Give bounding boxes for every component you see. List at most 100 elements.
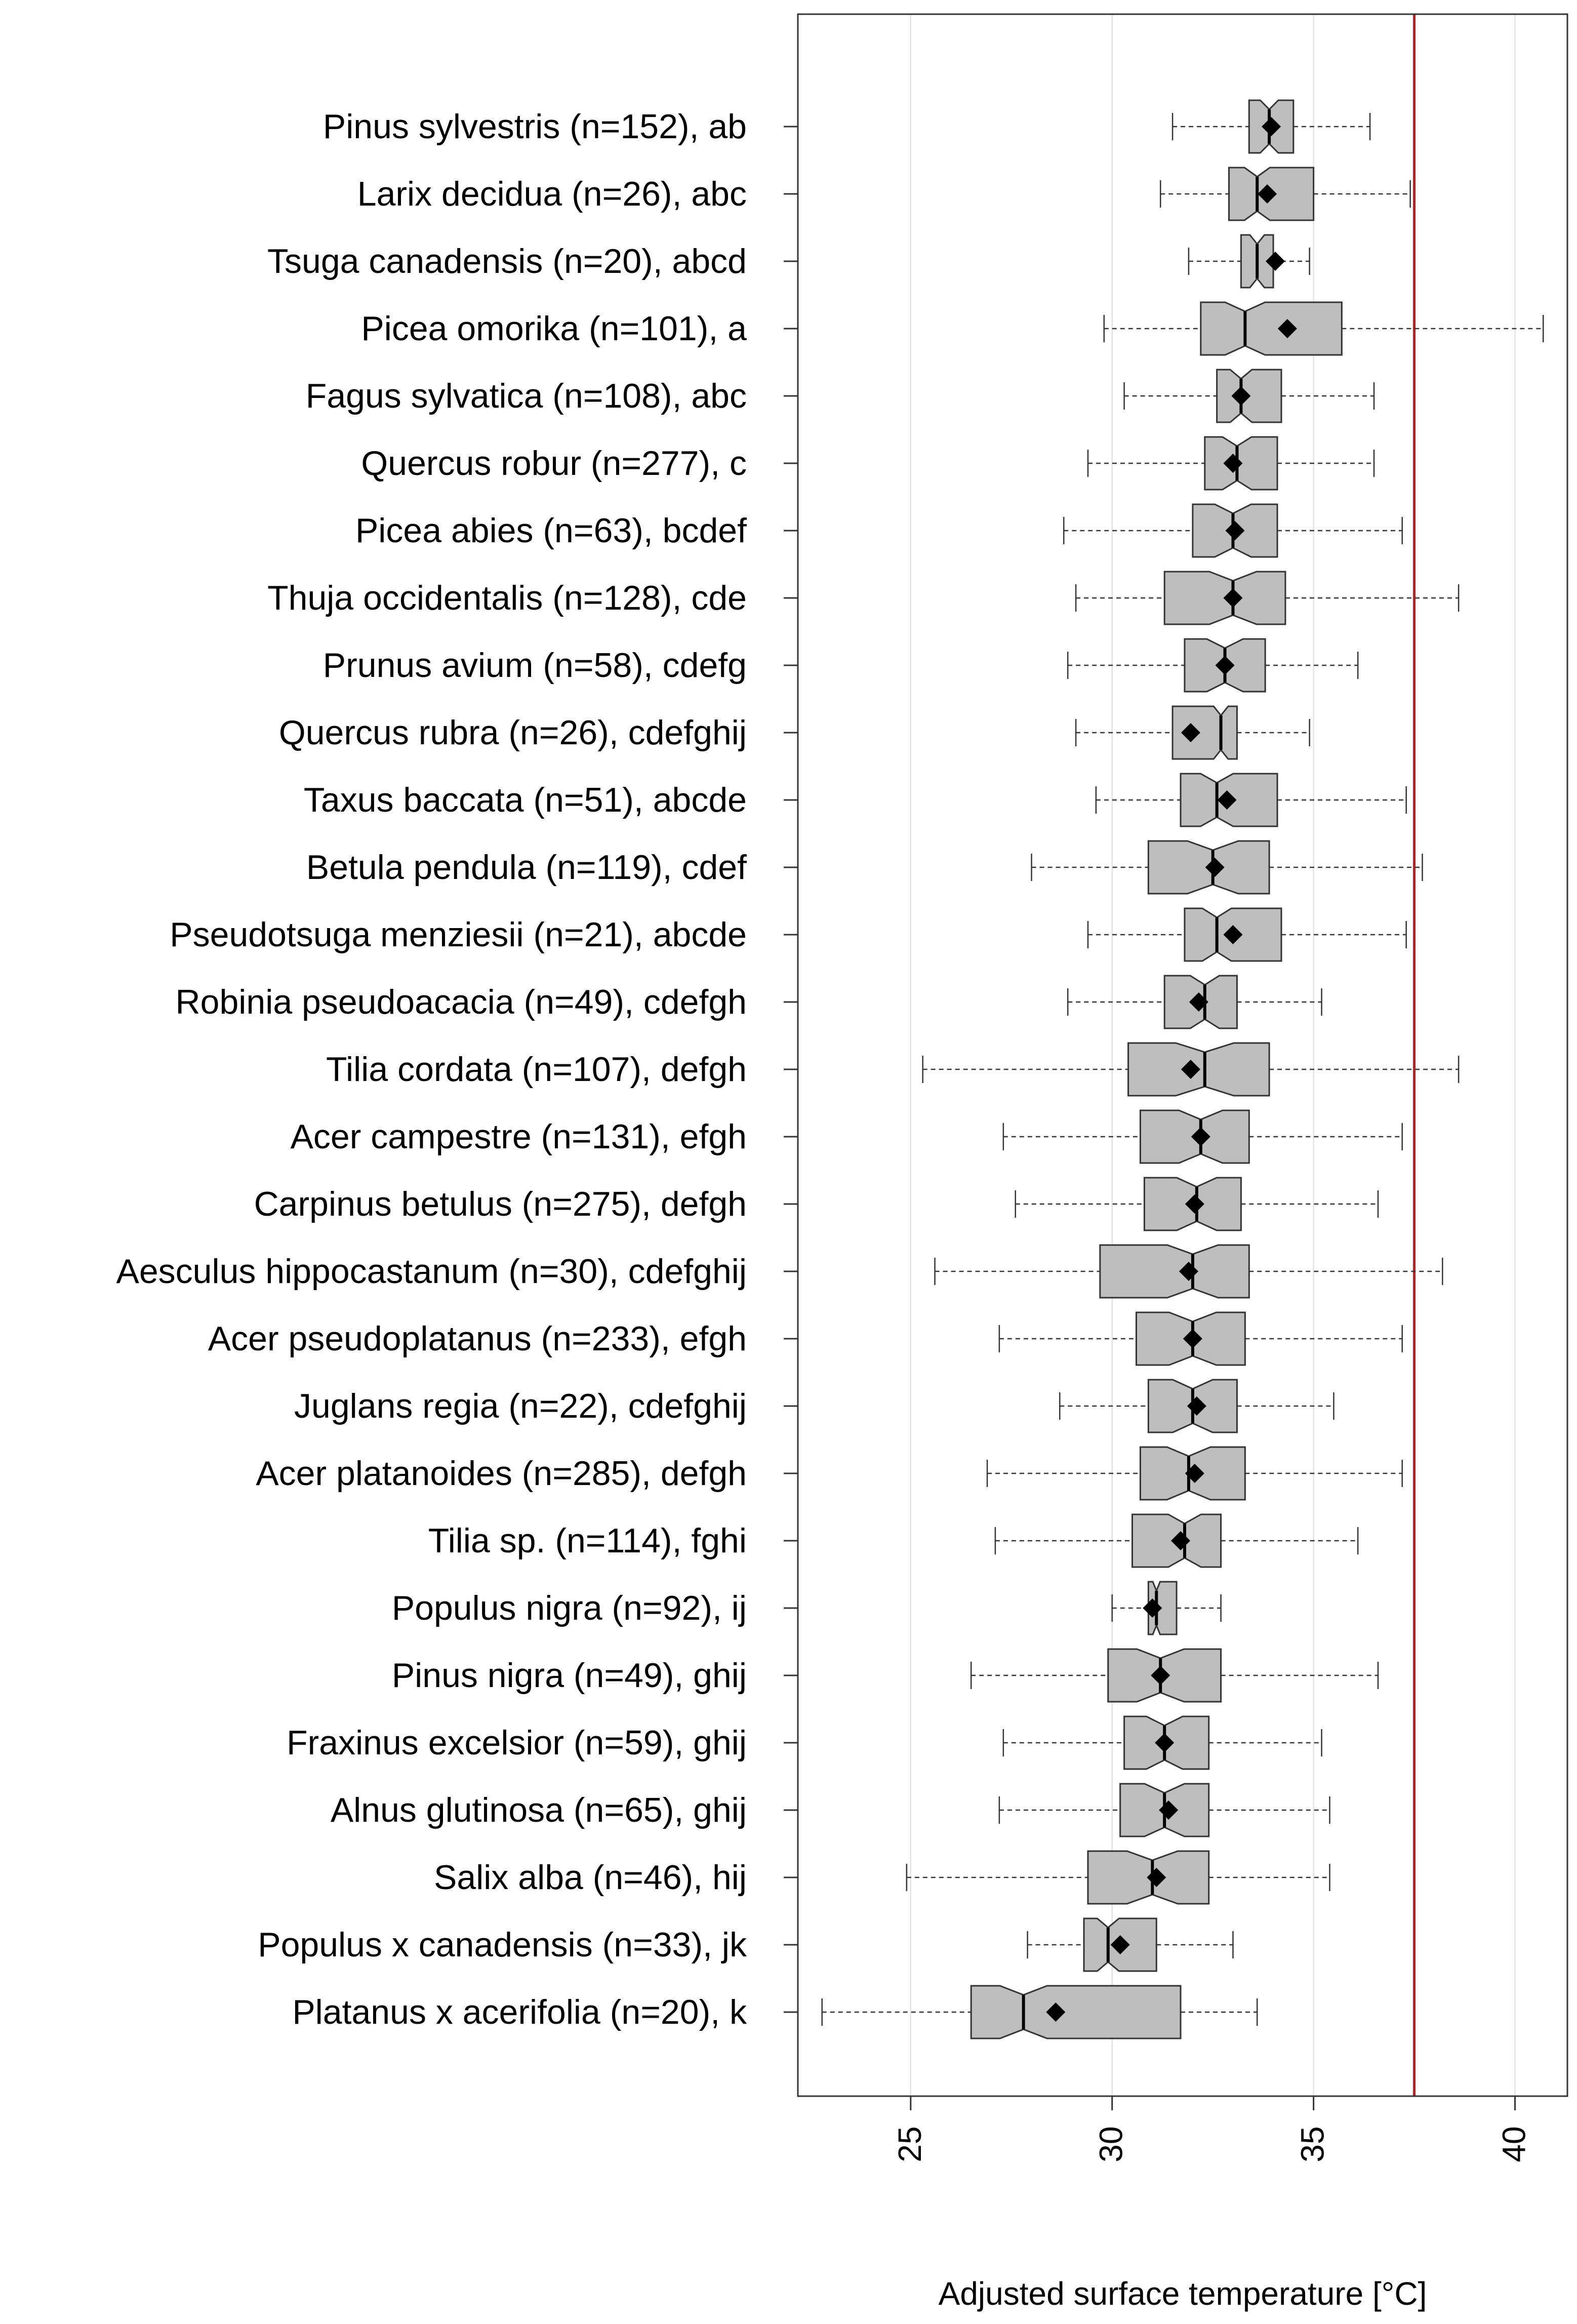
box-group	[1002, 1715, 1322, 1770]
mean-marker	[1151, 1666, 1170, 1685]
box-group	[1075, 571, 1460, 625]
category-label: Fraxinus excelsior (n=59), ghij	[287, 1724, 747, 1762]
mean-marker	[1147, 1868, 1166, 1887]
category-label: Quercus robur (n=277), c	[361, 444, 747, 483]
box-group	[998, 1311, 1403, 1366]
x-tick-label: 30	[1093, 2126, 1129, 2162]
box-group	[1015, 1177, 1379, 1231]
notched-box	[1099, 1244, 1250, 1299]
category-label: Fagus sylvatica (n=108), abc	[306, 377, 747, 415]
category-label: Populus x canadensis (n=33), jk	[258, 1926, 747, 1964]
mean-marker	[1217, 790, 1237, 810]
mean-marker	[1183, 1329, 1202, 1348]
x-axis-ticks: 25 30 35 40	[892, 2096, 1532, 2162]
category-label: Carpinus betulus (n=275), defgh	[254, 1185, 747, 1223]
category-label: Aesculus hippocastanum (n=30), cdefghij	[116, 1252, 747, 1291]
mean-marker	[1225, 521, 1245, 540]
category-labels: Pinus sylvestris (n=152), ab Larix decidu…	[116, 107, 798, 2031]
mean-marker	[1191, 1127, 1210, 1146]
mean-marker	[1223, 454, 1243, 473]
category-label: Picea omorika (n=101), a	[361, 309, 747, 348]
box-group	[1103, 301, 1544, 356]
box-group	[1063, 503, 1403, 558]
box-group	[998, 1783, 1330, 1837]
category-label: Alnus glutinosa (n=65), ghij	[331, 1791, 747, 1829]
category-label: Quercus rubra (n=26), cdefghij	[279, 713, 747, 752]
category-label: Populus nigra (n=92), ij	[392, 1589, 747, 1627]
gridlines	[910, 14, 1516, 2096]
mean-marker	[1179, 1262, 1198, 1281]
category-label: Larix decidua (n=26), abc	[357, 175, 747, 213]
category-label: Thuja occidentalis (n=128), cde	[267, 579, 747, 617]
box-group	[1171, 99, 1371, 154]
mean-marker	[1231, 386, 1251, 406]
mean-marker	[1187, 1396, 1206, 1416]
category-label: Tsuga canadensis (n=20), abcd	[267, 242, 747, 281]
mean-marker	[1189, 992, 1208, 1012]
box-group	[1188, 234, 1310, 289]
boxes	[821, 99, 1544, 2039]
category-label: Tilia cordata (n=107), defgh	[326, 1050, 747, 1089]
plot-frame	[797, 13, 1568, 2097]
box-group	[1059, 1379, 1335, 1433]
mean-marker	[1171, 1531, 1191, 1550]
category-label: Taxus baccata (n=51), abcde	[304, 781, 747, 819]
notched-box	[970, 1985, 1182, 2039]
box-group	[1111, 1581, 1222, 1635]
category-label: Acer pseudoplatanus (n=233), efgh	[208, 1319, 747, 1358]
mean-marker	[1143, 1598, 1162, 1618]
mean-marker	[1159, 1800, 1179, 1820]
mean-marker	[1185, 1194, 1204, 1214]
box-group	[1159, 167, 1411, 221]
mean-marker	[1262, 117, 1281, 136]
box-group	[1087, 436, 1375, 491]
mean-marker	[1215, 656, 1235, 675]
box-group	[1002, 1109, 1403, 1164]
category-label: Betula pendula (n=119), cdef	[306, 848, 747, 887]
mean-marker	[1223, 588, 1243, 608]
x-tick-label: 25	[892, 2126, 928, 2162]
category-label: Platanus x acerifolia (n=20), k	[292, 1993, 747, 2031]
mean-marker	[1223, 925, 1243, 944]
box-group	[922, 1042, 1460, 1097]
mean-marker	[1185, 1464, 1204, 1483]
category-label: Pinus sylvestris (n=152), ab	[323, 107, 747, 146]
category-label: Pinus nigra (n=49), ghij	[392, 1656, 747, 1695]
box-group	[821, 1985, 1258, 2039]
box-group	[1095, 773, 1407, 827]
category-label: Robinia pseudoacacia (n=49), cdefgh	[176, 983, 747, 1021]
box-group	[906, 1850, 1330, 1905]
mean-marker	[1181, 1060, 1200, 1079]
mean-marker	[1110, 1935, 1130, 1954]
box-group	[986, 1446, 1403, 1501]
mean-marker	[1266, 252, 1285, 271]
box-group	[1031, 840, 1423, 895]
mean-marker	[1205, 858, 1225, 877]
category-label: Salix alba (n=46), hij	[434, 1858, 747, 1897]
category-label: Juglans regia (n=22), cdefghij	[294, 1387, 747, 1425]
box-group	[934, 1244, 1443, 1299]
x-tick-label: 40	[1496, 2126, 1532, 2162]
x-tick-label: 35	[1295, 2126, 1331, 2162]
box-group	[1067, 638, 1359, 693]
box-group	[1067, 975, 1322, 1029]
mean-marker	[1155, 1733, 1175, 1752]
category-label: Prunus avium (n=58), cdefg	[323, 646, 747, 685]
notched-box	[1200, 301, 1343, 356]
box-group	[1075, 705, 1310, 760]
mean-marker	[1046, 2002, 1066, 2022]
mean-marker	[1277, 319, 1297, 338]
mean-marker	[1181, 723, 1200, 742]
x-axis-label: Adjusted surface temperature [°C]	[939, 2275, 1427, 2312]
category-label: Acer platanoides (n=285), defgh	[256, 1454, 747, 1493]
box-group	[970, 1648, 1379, 1703]
category-label: Tilia sp. (n=114), fghi	[428, 1521, 747, 1560]
category-label: Pseudotsuga menziesii (n=21), abcde	[170, 915, 747, 954]
category-label: Acer campestre (n=131), efgh	[291, 1117, 747, 1156]
mean-marker	[1258, 184, 1277, 204]
box-group	[1027, 1917, 1234, 1972]
category-label: Picea abies (n=63), bcdef	[355, 511, 747, 550]
box-group	[1123, 369, 1375, 423]
